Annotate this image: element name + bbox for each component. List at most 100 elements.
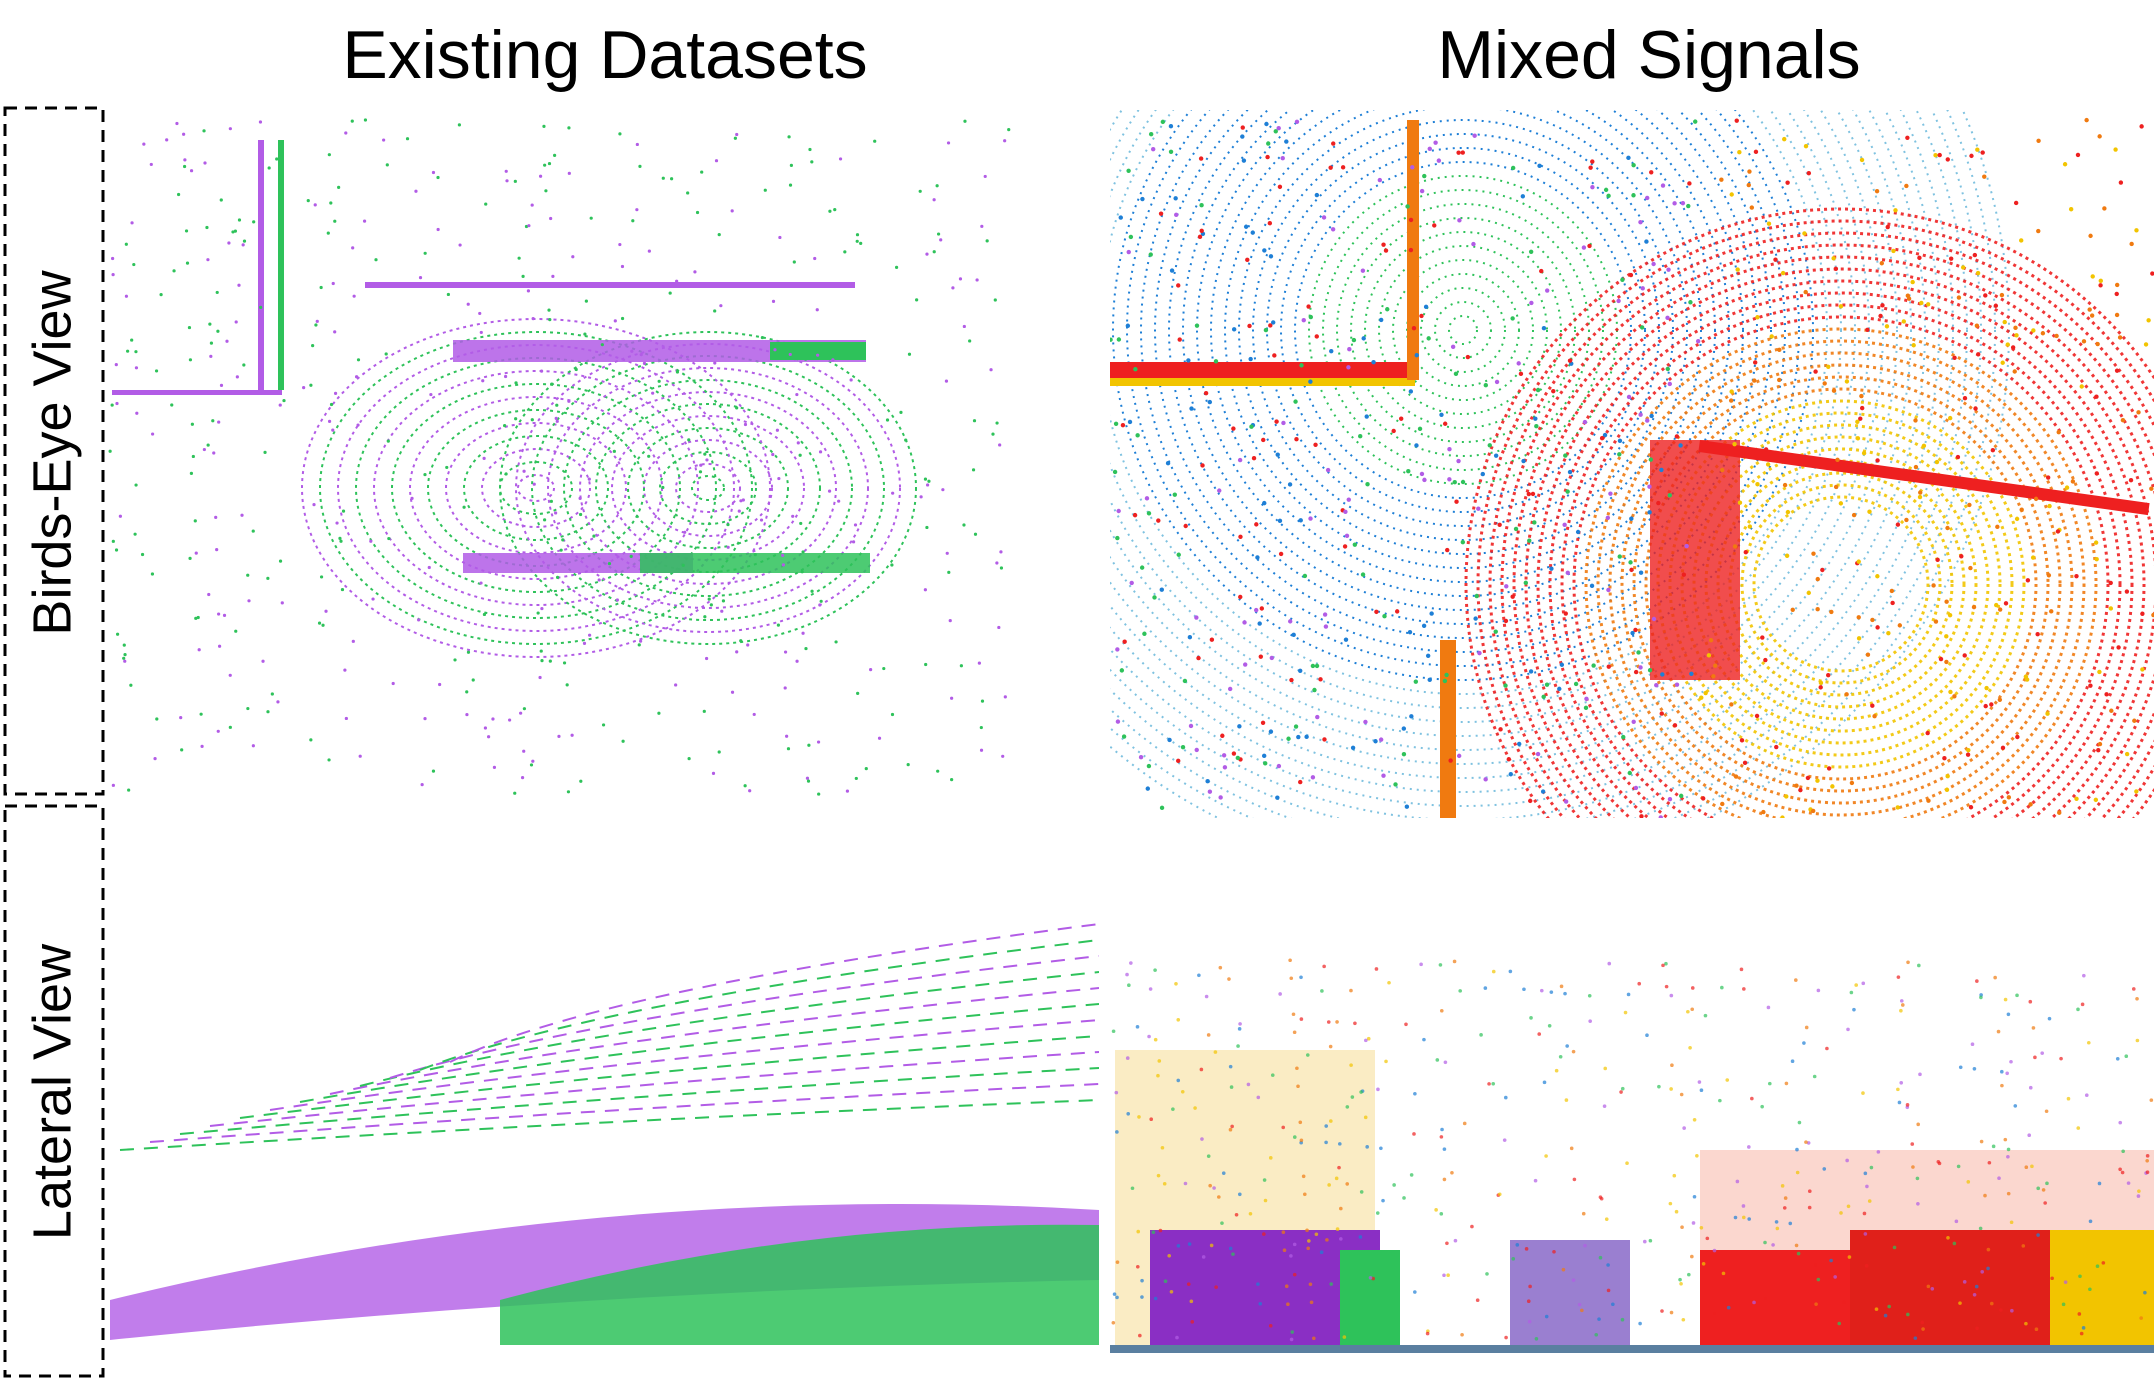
point-cloud-stroke: [2013, 200, 2019, 206]
point-cloud-stroke: [907, 352, 912, 356]
point-cloud-stroke: [1867, 509, 1872, 514]
point-cloud-stroke: [1487, 1082, 1491, 1086]
point-cloud-stroke: [1379, 1146, 1383, 1151]
point-cloud-stroke: [1742, 987, 1746, 991]
point-cloud-stroke: [1472, 133, 1477, 138]
point-cloud-stroke: [2079, 1331, 2084, 1336]
point-cloud-stroke: [1256, 1095, 1261, 1100]
point-cloud-stroke: [1299, 1017, 1304, 1021]
point-cloud-stroke: [1815, 576, 1820, 582]
point-cloud-stroke: [972, 419, 977, 423]
point-cloud-stroke: [2036, 1233, 2040, 1237]
point-cloud-stroke: [597, 578, 601, 582]
point-cloud-stroke: [1330, 227, 1336, 232]
point-cloud-stroke: [1948, 256, 1954, 261]
point-cloud-stroke: [1209, 1243, 1214, 1248]
point-cloud-stroke: [1773, 257, 1778, 262]
point-cloud-stroke: [515, 343, 901, 633]
point-cloud-stroke: [1310, 775, 1316, 780]
point-cloud-stroke: [1942, 756, 1947, 761]
point-cloud-stroke: [2093, 540, 2099, 545]
point-cloud-stroke: [743, 422, 748, 427]
point-cloud-stroke: [1157, 1059, 1162, 1063]
point-cloud-stroke: [771, 452, 775, 457]
point-cloud-stroke: [1638, 570, 1644, 575]
point-cloud-stroke: [384, 352, 388, 356]
point-cloud-stroke: [2117, 335, 2123, 340]
point-cloud-stroke: [1631, 719, 1636, 724]
point-cloud-stroke: [499, 461, 573, 515]
point-cloud-stroke: [1818, 680, 1824, 686]
point-cloud-stroke: [1328, 1044, 1333, 1049]
point-cloud-stroke: [1299, 363, 1304, 368]
point-cloud-stroke: [1994, 602, 1999, 608]
point-cloud-stroke: [1289, 1337, 1294, 1342]
point-cloud-stroke: [1687, 1272, 1691, 1277]
point-cloud-stroke: [963, 119, 967, 123]
point-cloud-stroke: [1920, 1320, 1925, 1325]
point-cloud-stroke: [1412, 1132, 1416, 1136]
point-cloud-stroke: [1405, 204, 1410, 209]
point-cloud-stroke: [1856, 636, 1862, 641]
point-cloud-stroke: [140, 552, 145, 557]
point-cloud-stroke: [522, 707, 527, 711]
point-cloud-stroke: [1307, 1239, 1311, 1243]
point-cloud-stroke: [1993, 303, 1999, 308]
point-cloud-stroke: [1798, 787, 1803, 793]
point-cloud-stroke: [962, 523, 966, 527]
point-cloud-stroke: [1752, 378, 1757, 383]
point-cloud-stroke: [571, 255, 575, 259]
point-cloud-stroke: [1617, 452, 1622, 457]
point-cloud-stroke: [1337, 1165, 1341, 1170]
point-cloud-stroke: [1933, 153, 1938, 158]
point-cloud-stroke: [524, 224, 529, 229]
point-cloud-stroke: [2140, 667, 2145, 672]
point-cloud-stroke: [153, 757, 157, 761]
point-cloud-stroke: [108, 118, 1011, 796]
point-cloud-stroke: [1292, 1272, 1297, 1277]
point-cloud-stroke: [803, 357, 808, 361]
point-cloud-stroke: [1275, 795, 1280, 800]
point-cloud-stroke: [1349, 988, 1353, 993]
point-cloud-stroke: [1448, 315, 1478, 345]
point-cloud-stroke: [1273, 129, 1278, 134]
point-cloud-stroke: [1926, 798, 1931, 803]
point-cloud-stroke: [1189, 406, 1194, 411]
point-cloud-stroke: [613, 319, 617, 323]
point-cloud-stroke: [508, 718, 512, 722]
point-cloud-stroke: [1852, 1007, 1856, 1012]
point-cloud-stroke: [1136, 1229, 1141, 1234]
point-cloud-stroke: [985, 239, 989, 243]
point-cloud-stroke: [1777, 347, 1782, 353]
point-cloud-stroke: [420, 783, 424, 787]
point-cloud-stroke: [423, 716, 427, 721]
point-cloud-stroke: [1494, 379, 1500, 385]
point-cloud-stroke: [1674, 434, 1680, 439]
point-cloud-stroke: [1364, 1038, 1368, 1043]
point-cloud-stroke: [1558, 1054, 1563, 1059]
point-cloud-stroke: [2114, 312, 2120, 318]
point-cloud-stroke: [1875, 574, 1880, 579]
point-cloud-stroke: [813, 256, 817, 261]
point-cloud-stroke: [1407, 629, 1413, 635]
point-cloud-stroke: [595, 403, 821, 573]
point-cloud-stroke: [1289, 976, 1294, 981]
point-cloud-stroke: [1266, 141, 1271, 146]
point-cloud-stroke: [1599, 435, 1605, 441]
point-cloud-stroke: [918, 189, 922, 193]
point-cloud-stroke: [391, 383, 681, 593]
point-cloud-stroke: [1149, 1117, 1154, 1122]
point-cloud-stroke: [1958, 1301, 1962, 1305]
point-cloud-stroke: [1413, 1290, 1417, 1294]
point-cloud-stroke: [1314, 663, 1320, 669]
point-cloud-stroke: [479, 330, 483, 335]
point-cloud-stroke: [1250, 230, 1255, 235]
point-cloud-stroke: [2118, 1167, 2122, 1172]
point-cloud-stroke: [1176, 1244, 1181, 1248]
point-cloud-stroke: [946, 141, 951, 145]
point-cloud-stroke: [2068, 207, 2074, 212]
point-cloud-stroke: [1110, 110, 1912, 779]
point-cloud-stroke: [873, 139, 877, 143]
point-cloud-stroke: [522, 469, 526, 473]
